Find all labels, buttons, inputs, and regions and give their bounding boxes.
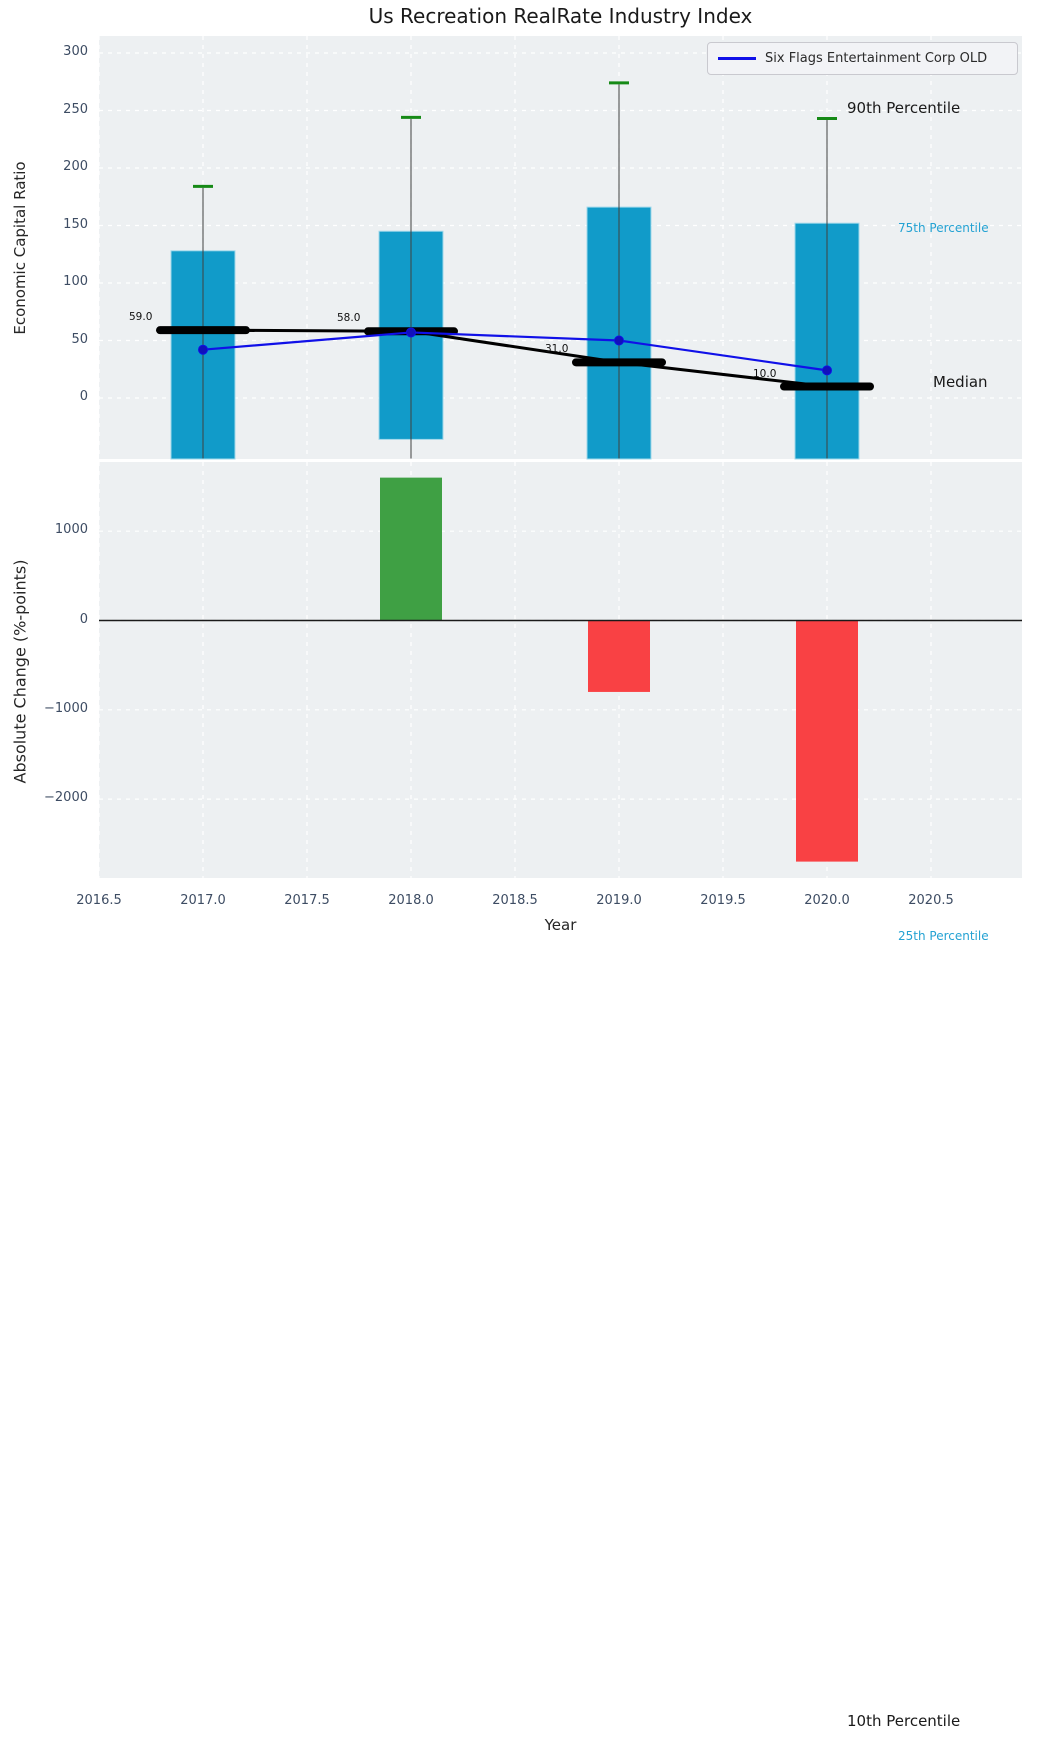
median-value-label-2018: 58.0 — [337, 312, 361, 325]
x-tick-label: 2017.0 — [180, 893, 226, 908]
legend: Six Flags Entertainment Corp OLD — [707, 42, 1018, 75]
x-tick-label: 2017.5 — [284, 893, 330, 908]
x-axis-label: Year — [544, 916, 577, 934]
bottom-y-axis-label: Absolute Change (%-points) — [10, 559, 30, 784]
change-bar-2018 — [380, 477, 442, 621]
chart-title: Us Recreation RealRate Industry Index — [368, 4, 753, 28]
top-y-tick-label: 50 — [71, 331, 88, 347]
company-line — [202, 331, 828, 372]
annotation-10th-percentile: 10th Percentile — [847, 1712, 961, 1730]
bottom-y-tick-label: −2000 — [44, 790, 88, 806]
bottom-y-tick-label: −1000 — [44, 700, 88, 716]
company-marker-2017 — [198, 344, 208, 355]
median-value-label-2020: 10.0 — [753, 367, 777, 380]
x-tick-label: 2020.0 — [804, 893, 850, 908]
top-y-tick-label: 0 — [79, 389, 88, 404]
annotation-75th-percentile: 75th Percentile — [898, 221, 989, 235]
legend-line-sample — [718, 57, 756, 60]
annotation-median: Median — [933, 373, 988, 391]
annotation-25th-percentile: 25th Percentile — [898, 929, 989, 943]
median-value-label-2017: 59.0 — [129, 311, 153, 324]
bottom-y-tick-label: 0 — [79, 611, 88, 627]
bottom-y-tick-label: 1000 — [54, 522, 88, 538]
company-marker-2018 — [406, 327, 416, 338]
median-line — [202, 328, 828, 388]
change-bar-2020 — [796, 620, 858, 862]
x-tick-label: 2020.5 — [908, 893, 954, 908]
top-y-tick-label: 150 — [63, 216, 88, 232]
legend-label: Six Flags Entertainment Corp OLD — [765, 51, 988, 66]
bottom-plot-background — [99, 462, 1022, 878]
top-y-tick-label: 200 — [63, 159, 88, 174]
top-y-tick-label: 300 — [63, 44, 88, 59]
x-tick-label: 2018.5 — [492, 893, 538, 908]
x-tick-label: 2018.0 — [388, 893, 434, 908]
top-y-axis-label: Economic Capital Ratio — [11, 161, 29, 335]
company-marker-2020 — [822, 365, 832, 376]
x-tick-label: 2019.5 — [700, 893, 746, 908]
top-y-tick-label: 250 — [63, 101, 88, 117]
top-y-tick-label: 100 — [63, 274, 88, 289]
x-tick-label: 2019.0 — [596, 893, 642, 908]
company-marker-2019 — [614, 335, 624, 346]
change-bar-2019 — [588, 620, 650, 692]
x-tick-label: 2016.5 — [76, 893, 122, 908]
annotation-90th-percentile: 90th Percentile — [847, 99, 961, 117]
median-value-label-2019: 31.0 — [545, 343, 569, 356]
